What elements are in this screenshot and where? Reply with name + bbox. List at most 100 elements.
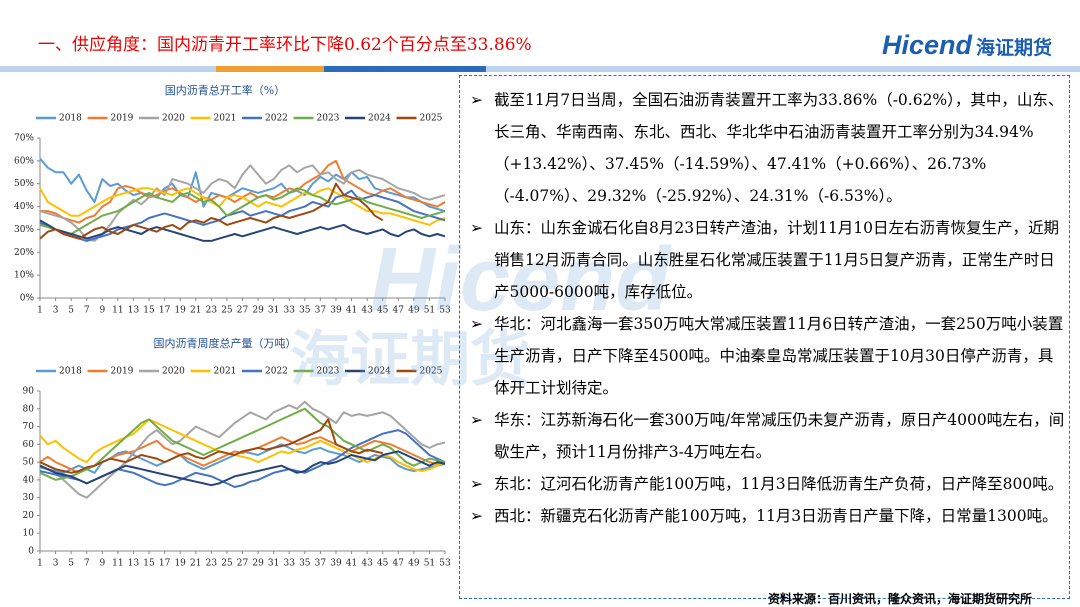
legend-label: 2021 (214, 114, 237, 124)
chart-title: 国内沥青总开工率（%） (165, 83, 285, 97)
series-line (39, 157, 446, 213)
x-tick-label: 13 (128, 559, 140, 569)
y-tick-label: 10 (23, 529, 35, 539)
x-tick-label: 9 (99, 559, 105, 569)
logo-en: Hicend (881, 30, 972, 60)
legend-label: 2025 (420, 367, 443, 377)
series-line (39, 407, 446, 481)
legend-label: 2019 (111, 367, 134, 377)
x-tick-label: 35 (299, 559, 311, 569)
y-tick-label: 60% (14, 156, 34, 166)
x-tick-label: 17 (159, 559, 171, 569)
x-tick-label: 21 (190, 306, 201, 316)
x-tick-label: 53 (439, 559, 451, 569)
x-tick-label: 23 (206, 559, 218, 569)
x-tick-label: 51 (424, 559, 435, 569)
x-tick-label: 45 (377, 559, 389, 569)
x-tick-label: 21 (190, 559, 201, 569)
x-tick-label: 39 (330, 306, 342, 316)
legend-label: 2023 (317, 367, 340, 377)
legend-label: 2020 (162, 114, 185, 124)
x-tick-label: 41 (346, 306, 357, 316)
series-line (39, 164, 446, 242)
x-tick-label: 37 (315, 306, 327, 316)
series-line (39, 450, 446, 487)
series-line (39, 400, 446, 499)
x-tick-label: 39 (330, 559, 342, 569)
chart: 国内沥青总开工率（%） 2018 2019 2020 2021 2022 2023 2024 2… (14, 83, 451, 316)
x-tick-label: 11 (112, 559, 123, 569)
x-tick-label: 5 (68, 306, 74, 316)
x-tick-label: 19 (174, 559, 186, 569)
x-tick-label: 49 (408, 306, 420, 316)
y-tick-label: 20 (23, 511, 35, 521)
y-tick-label: 70 (23, 422, 35, 432)
x-tick-label: 15 (143, 306, 155, 316)
legend-label: 2021 (214, 367, 237, 377)
x-tick-label: 31 (268, 306, 279, 316)
x-tick-label: 47 (393, 306, 405, 316)
x-tick-label: 35 (299, 306, 311, 316)
x-tick-label: 31 (268, 559, 279, 569)
bullet: 华东：江苏新海石化一套300万吨/年常减压仍未复产沥青，原日产4000吨左右，间… (470, 404, 1065, 468)
x-tick-label: 13 (128, 306, 140, 316)
x-tick-label: 1 (37, 559, 43, 569)
x-tick-label: 23 (206, 306, 218, 316)
y-tick-label: 20% (14, 248, 34, 258)
x-tick-label: 7 (84, 559, 90, 569)
x-tick-label: 45 (377, 306, 389, 316)
legend-label: 2022 (265, 114, 288, 124)
legend-label: 2019 (111, 114, 134, 124)
series-line (39, 418, 383, 474)
y-tick-label: 30% (14, 225, 34, 235)
x-tick-label: 47 (393, 559, 405, 569)
x-tick-label: 1 (37, 306, 43, 316)
x-tick-label: 33 (284, 559, 296, 569)
x-tick-label: 9 (99, 306, 105, 316)
legend-label: 2020 (162, 367, 185, 377)
legend-label: 2018 (59, 114, 82, 124)
logo-cn: 海证期货 (975, 38, 1052, 59)
chart-title: 国内沥青周度总产量（万吨） (154, 336, 297, 350)
x-tick-label: 29 (252, 559, 264, 569)
x-tick-label: 27 (237, 559, 249, 569)
x-tick-label: 11 (112, 306, 123, 316)
slide-title: 一、供应角度：国内沥青开工率环比下降0.62个百分点至33.86% (38, 35, 532, 55)
x-tick-label: 17 (159, 306, 171, 316)
legend-label: 2025 (420, 114, 443, 124)
y-tick-label: 50 (23, 458, 35, 468)
legend-label: 2023 (317, 114, 340, 124)
text-box: 截至11月7日当周，全国石油沥青装置开工率为33.86%（-0.62%），其中，… (459, 75, 1070, 599)
series-line (39, 187, 446, 235)
bullet: 山东：山东金诚石化自8月23日转产渣油，计划11月10日左右沥青恢复生产，近期销… (470, 212, 1065, 308)
header-bar (0, 66, 1080, 72)
y-tick-label: 50% (14, 179, 34, 189)
x-tick-label: 43 (361, 559, 373, 569)
bullet: 截至11月7日当周，全国石油沥青装置开工率为33.86%（-0.62%），其中，… (470, 84, 1065, 212)
chart: 国内沥青周度总产量（万吨）2018 2019 2020 2021 2022 2023 202… (23, 336, 451, 569)
x-tick-label: 15 (143, 559, 155, 569)
x-tick-label: 51 (424, 306, 435, 316)
x-tick-label: 43 (361, 306, 373, 316)
x-tick-label: 19 (174, 306, 186, 316)
legend-label: 2024 (368, 367, 391, 377)
x-tick-label: 53 (439, 306, 451, 316)
series-line (39, 189, 446, 242)
x-tick-label: 49 (408, 559, 420, 569)
series-line (39, 187, 446, 226)
legend-label: 2022 (265, 367, 288, 377)
x-tick-label: 7 (84, 306, 90, 316)
x-tick-label: 3 (53, 306, 59, 316)
x-tick-label: 33 (284, 306, 296, 316)
x-tick-label: 5 (68, 559, 74, 569)
x-tick-label: 41 (346, 559, 357, 569)
y-tick-label: 60 (23, 440, 35, 450)
y-tick-label: 30 (23, 493, 35, 503)
legend-label: 2024 (368, 114, 391, 124)
y-tick-label: 0 (28, 547, 34, 557)
y-tick-label: 80 (23, 404, 35, 414)
x-tick-label: 29 (252, 306, 264, 316)
y-tick-label: 40 (23, 475, 35, 485)
y-tick-label: 70% (14, 134, 34, 144)
